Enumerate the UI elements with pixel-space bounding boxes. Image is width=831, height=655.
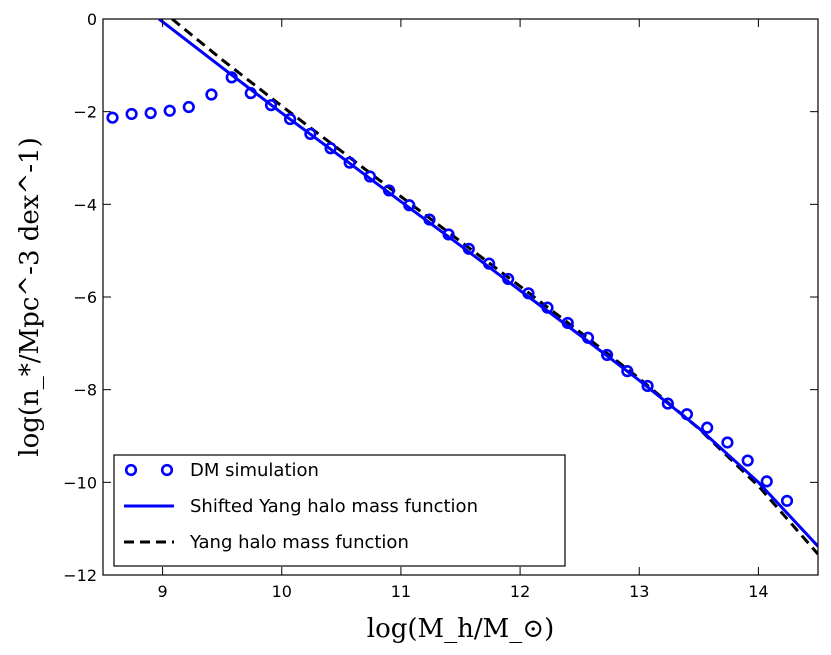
x-axis-title: log(M_h/M_⊙) (367, 614, 554, 644)
dm-point (264, 99, 278, 112)
y-tick-label: −2 (73, 103, 97, 122)
dm-point (600, 348, 614, 362)
x-tick-label: 11 (391, 582, 411, 601)
dm-point (423, 213, 436, 226)
y-axis-title: log(n_*/Mpc^-3 dex^-1) (15, 137, 45, 456)
dm-point (621, 365, 634, 378)
series-layer (106, 19, 818, 556)
dm-point (304, 127, 317, 141)
dm-point (182, 100, 195, 114)
dm-point (522, 287, 535, 300)
ticks-layer: 9 10 11 12 13 14 0 −2 −4 −6 −8 −10 −12 (63, 10, 818, 601)
legend-label: Yang halo mass function (189, 532, 409, 553)
dm-point (701, 421, 714, 434)
y-tick-label: −4 (73, 195, 97, 214)
dm-point (541, 301, 554, 314)
dm-point (581, 331, 595, 344)
dm-point (483, 257, 496, 270)
dm-point (343, 156, 356, 169)
y-tick-label: −10 (63, 473, 97, 492)
dm-point (205, 88, 218, 101)
dm-point (502, 272, 515, 286)
dm-point (561, 316, 574, 330)
legend-marker (160, 463, 174, 477)
x-tick-label: 12 (510, 582, 530, 601)
series-0 (106, 71, 794, 507)
dm-point (324, 142, 337, 155)
dm-point (442, 228, 455, 241)
dm-point (225, 71, 238, 84)
x-tick-label: 13 (629, 582, 649, 601)
legend-marker (124, 463, 138, 477)
dm-point (106, 111, 119, 124)
legend: DM simulation Shifted Yang halo mass func… (113, 454, 566, 567)
legend-label: DM simulation (190, 460, 319, 481)
x-tick-label: 14 (748, 582, 768, 601)
dm-point (661, 397, 674, 410)
dm-point (163, 104, 176, 117)
dm-point (382, 184, 396, 197)
dm-point (403, 199, 416, 212)
dm-point (125, 107, 138, 121)
y-tick-label: −8 (73, 381, 97, 400)
dm-point (680, 408, 694, 421)
y-tick-label: −6 (73, 288, 97, 307)
y-tick-label: −12 (63, 566, 97, 585)
dm-point (641, 379, 654, 393)
y-tick-label: 0 (87, 10, 97, 29)
legend-box (113, 454, 566, 567)
x-tick-label: 10 (272, 582, 292, 601)
dm-point (144, 106, 157, 120)
dm-point (760, 475, 773, 488)
legend-label: Shifted Yang halo mass function (190, 496, 478, 517)
dm-point (741, 454, 754, 467)
dm-point (462, 242, 475, 255)
dm-point (283, 112, 297, 126)
x-tick-label: 9 (157, 582, 167, 601)
dm-point (363, 170, 377, 183)
dm-point (721, 436, 734, 449)
dm-point (780, 494, 794, 507)
dm-point (244, 87, 257, 100)
